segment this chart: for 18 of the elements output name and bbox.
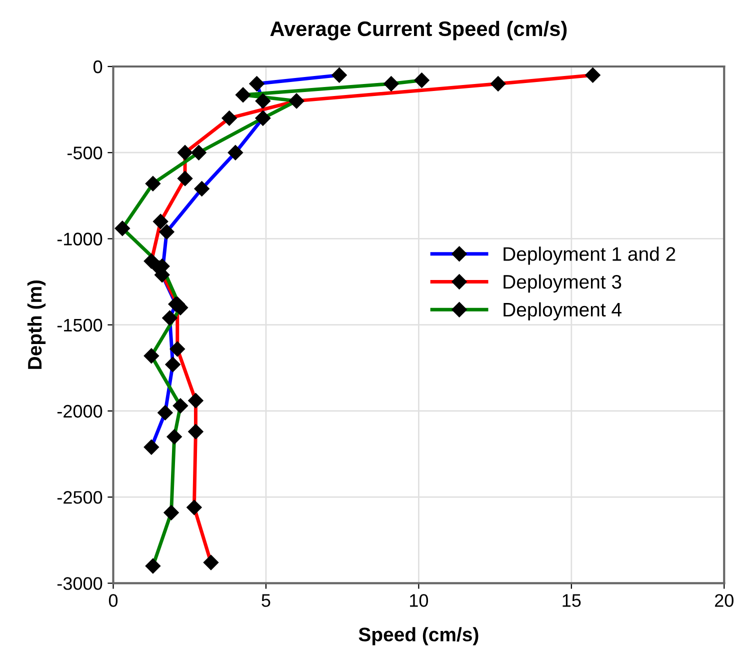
x-tick-label: 0 (108, 594, 118, 607)
legend-label: Deployment 1 and 2 (504, 246, 676, 265)
y-tick-label: -2000 (57, 404, 102, 418)
y-tick-label: -1000 (57, 232, 102, 246)
x-axis-title: Speed (cm/s) (358, 627, 478, 646)
legend-label: Deployment 3 (504, 274, 622, 293)
x-tick-label: 5 (262, 594, 270, 607)
y-tick-label: -500 (67, 146, 102, 160)
y-tick-label: 0 (93, 60, 102, 74)
y-axis-title: Depth (m) (27, 280, 46, 369)
legend-label: Deployment 4 (504, 302, 622, 320)
y-tick-label: -2500 (57, 491, 102, 504)
chart-title: Average Current Speed (cm/s) (270, 20, 567, 40)
y-tick-label: -3000 (57, 577, 102, 590)
y-tick-label: -1500 (57, 318, 102, 332)
x-tick-label: 20 (715, 594, 734, 607)
x-tick-label: 15 (562, 594, 581, 607)
x-tick-label: 10 (410, 594, 428, 607)
